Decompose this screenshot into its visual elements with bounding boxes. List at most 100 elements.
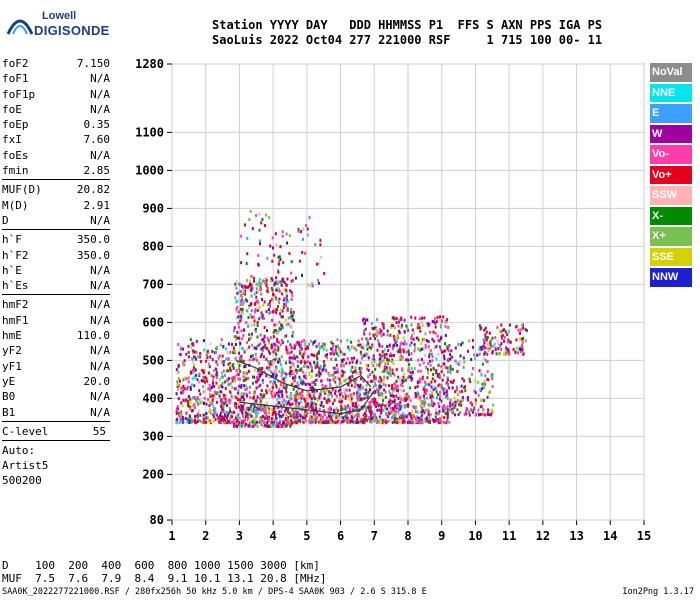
echo-point	[240, 302, 243, 306]
echo-point	[272, 379, 275, 383]
echo-point	[325, 348, 328, 352]
echo-point	[391, 421, 394, 424]
echo-point	[351, 419, 354, 423]
echo-point	[250, 315, 253, 319]
echo-point	[203, 402, 205, 405]
echo-point	[229, 368, 232, 372]
echo-point	[362, 419, 365, 423]
echo-point	[296, 371, 298, 375]
echo-point	[296, 410, 299, 414]
param-value: N/A	[90, 313, 110, 327]
echo-point	[482, 399, 485, 403]
echo-point	[232, 366, 235, 370]
y-tick-label: 700	[142, 277, 164, 291]
echo-point	[397, 407, 400, 411]
echo-point	[355, 378, 358, 381]
echo-point	[311, 342, 314, 346]
echo-point	[210, 374, 213, 377]
echo-point	[392, 316, 395, 320]
echo-point	[271, 278, 274, 282]
echo-point	[243, 365, 246, 369]
echo-point	[389, 372, 392, 376]
echo-point	[205, 376, 208, 380]
echo-point	[392, 324, 395, 328]
echo-point	[446, 393, 449, 397]
echo-point	[353, 346, 356, 350]
echo-point	[514, 350, 517, 354]
echo-point	[429, 363, 432, 367]
echo-point	[311, 284, 314, 288]
param-value: 110.0	[76, 329, 110, 343]
echo-point	[504, 330, 507, 334]
echo-point	[482, 347, 485, 351]
param-row: B0 N/A	[2, 389, 110, 404]
echo-point	[301, 389, 304, 393]
param-value: N/A	[90, 344, 110, 358]
echo-point	[323, 343, 326, 347]
echo-point	[330, 373, 333, 377]
echo-point	[237, 372, 240, 376]
echo-point	[317, 413, 320, 417]
echo-point	[427, 420, 430, 424]
echo-point	[248, 338, 250, 342]
echo-point	[296, 397, 299, 401]
echo-point	[398, 403, 401, 407]
echo-point	[346, 338, 349, 342]
echo-point	[180, 401, 183, 405]
echo-point	[428, 352, 431, 356]
echo-point	[401, 369, 404, 372]
echo-point	[401, 384, 404, 388]
echo-point	[417, 323, 420, 327]
echo-point	[245, 377, 248, 381]
echo-point	[298, 259, 301, 263]
echo-point	[355, 348, 358, 352]
echo-point	[203, 348, 206, 352]
echo-point	[288, 360, 291, 364]
echo-point	[292, 310, 295, 314]
echo-point	[297, 415, 299, 419]
echo-point	[241, 408, 244, 412]
echo-point	[483, 386, 486, 390]
echo-point	[261, 338, 264, 342]
x-tick-label: 7	[371, 529, 378, 543]
echo-point	[353, 405, 356, 409]
echo-point	[275, 329, 277, 333]
echo-point	[360, 419, 363, 423]
echo-point	[281, 389, 283, 393]
echo-point	[290, 314, 293, 318]
echo-point	[266, 401, 268, 405]
echo-point	[391, 416, 393, 420]
echo-point	[291, 356, 294, 360]
echo-point	[237, 391, 239, 395]
echo-point	[355, 361, 358, 365]
echo-point	[245, 422, 248, 426]
echo-point	[400, 414, 403, 418]
echo-point	[229, 362, 232, 366]
echo-point	[237, 377, 240, 381]
muf-table: D 100 200 400 600 800 1000 1500 3000 [km…	[2, 559, 327, 585]
echo-point	[429, 330, 431, 334]
echo-point	[451, 386, 454, 390]
echo-point	[195, 351, 198, 354]
param-name: B1	[2, 405, 16, 419]
echo-point	[481, 412, 484, 416]
echo-point	[303, 364, 305, 368]
echo-point	[384, 395, 387, 399]
echo-point	[280, 367, 283, 371]
echo-point	[193, 369, 196, 373]
echo-point	[330, 340, 333, 344]
echo-point	[339, 388, 342, 392]
echo-point	[316, 262, 319, 266]
echo-point	[409, 386, 412, 390]
echo-point	[258, 417, 261, 421]
echo-point	[249, 404, 252, 408]
echo-point	[193, 403, 196, 407]
echo-point	[305, 365, 308, 368]
echo-point	[244, 388, 247, 391]
echo-point	[400, 388, 403, 392]
echo-point	[402, 348, 405, 352]
echo-point	[286, 348, 289, 352]
echo-point	[239, 341, 242, 345]
echo-point	[378, 387, 381, 391]
echo-point	[236, 316, 239, 320]
